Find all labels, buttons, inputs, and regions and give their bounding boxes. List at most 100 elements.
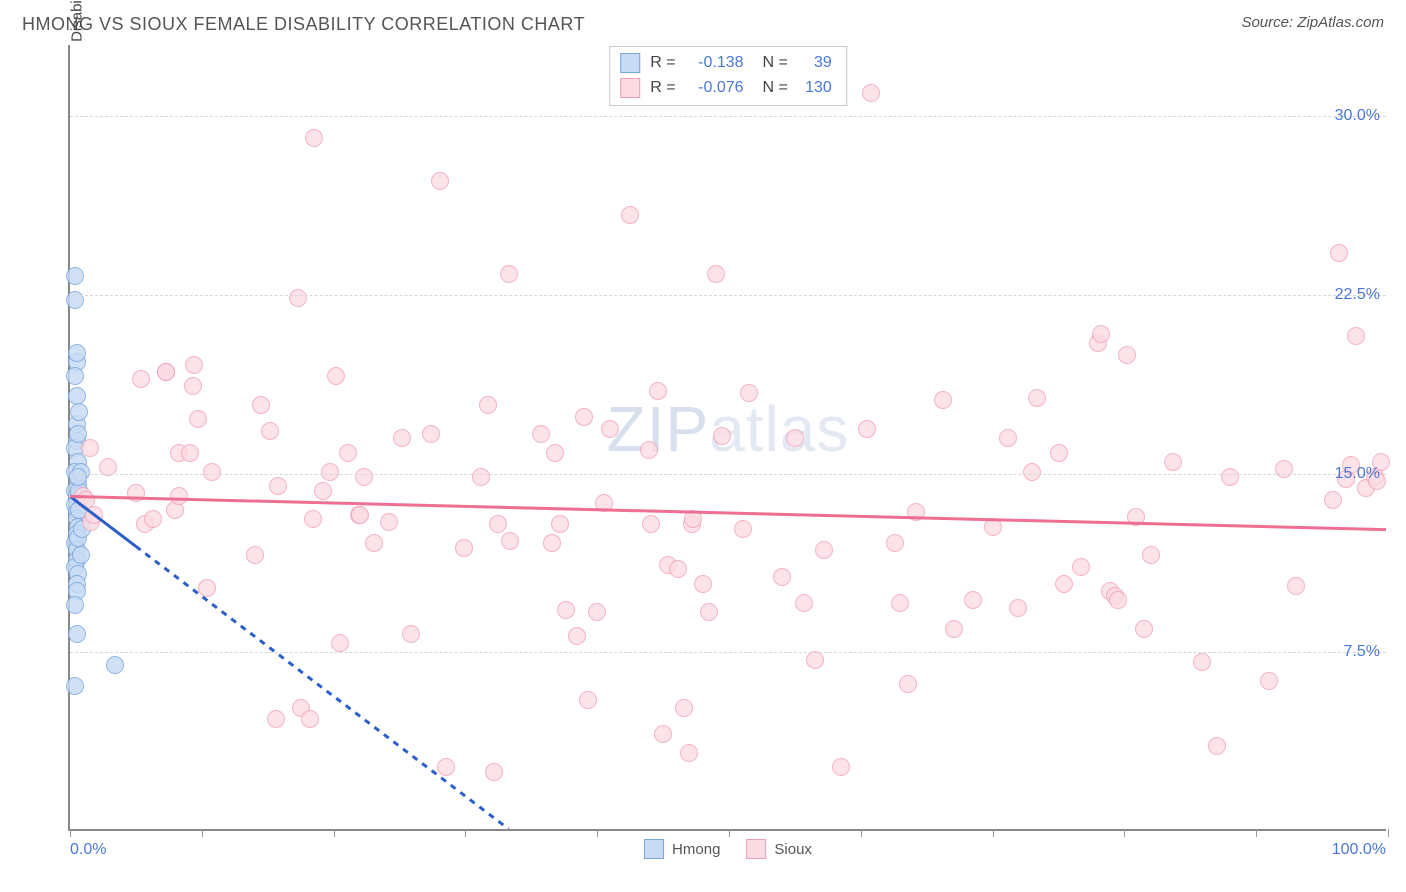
stat-n-key: N = xyxy=(754,51,788,76)
grid-line xyxy=(70,474,1386,475)
legend-swatch xyxy=(620,53,640,73)
data-point xyxy=(700,603,718,621)
data-point xyxy=(795,594,813,612)
stat-n-value: 130 xyxy=(798,76,832,101)
data-point xyxy=(964,591,982,609)
data-point xyxy=(472,468,490,486)
data-point xyxy=(642,515,660,533)
data-point xyxy=(815,541,833,559)
data-point xyxy=(1260,672,1278,690)
data-point xyxy=(68,344,86,362)
x-tick xyxy=(202,829,203,837)
data-point xyxy=(899,675,917,693)
legend-swatch xyxy=(644,839,664,859)
data-point xyxy=(185,356,203,374)
data-point xyxy=(621,206,639,224)
stat-r-value: -0.076 xyxy=(686,76,744,101)
data-point xyxy=(669,560,687,578)
legend-item: Sioux xyxy=(746,839,812,859)
data-point xyxy=(984,518,1002,536)
data-point xyxy=(579,691,597,709)
data-point xyxy=(355,468,373,486)
legend-label: Hmong xyxy=(672,841,720,858)
data-point xyxy=(304,510,322,528)
x-axis-max-label: 100.0% xyxy=(1332,841,1386,859)
grid-line xyxy=(70,295,1386,296)
data-point xyxy=(479,396,497,414)
data-point xyxy=(181,444,199,462)
data-point xyxy=(1023,463,1041,481)
data-point xyxy=(327,367,345,385)
data-point xyxy=(261,422,279,440)
data-point xyxy=(773,568,791,586)
trend-line xyxy=(136,546,509,829)
chart-title: HMONG VS SIOUX FEMALE DISABILITY CORRELA… xyxy=(22,14,585,35)
data-point xyxy=(501,532,519,550)
data-point xyxy=(832,758,850,776)
data-point xyxy=(246,546,264,564)
chart-header: HMONG VS SIOUX FEMALE DISABILITY CORRELA… xyxy=(8,8,1398,39)
data-point xyxy=(66,596,84,614)
data-point xyxy=(675,699,693,717)
data-point xyxy=(1109,591,1127,609)
data-point xyxy=(132,370,150,388)
data-point xyxy=(806,651,824,669)
data-point xyxy=(321,463,339,481)
data-point xyxy=(66,267,84,285)
series-legend: Hmong Sioux xyxy=(644,839,812,859)
data-point xyxy=(314,482,332,500)
data-point xyxy=(858,420,876,438)
y-tick-label: 30.0% xyxy=(1335,107,1380,125)
data-point xyxy=(437,758,455,776)
data-point xyxy=(640,441,658,459)
data-point xyxy=(1072,558,1090,576)
data-point xyxy=(734,520,752,538)
data-point xyxy=(740,384,758,402)
y-tick-label: 7.5% xyxy=(1344,643,1380,661)
data-point xyxy=(945,620,963,638)
data-point xyxy=(1118,346,1136,364)
data-point xyxy=(198,579,216,597)
x-axis-min-label: 0.0% xyxy=(70,841,106,859)
data-point xyxy=(601,420,619,438)
data-point xyxy=(707,265,725,283)
data-point xyxy=(66,367,84,385)
x-tick xyxy=(334,829,335,837)
data-point xyxy=(144,510,162,528)
data-point xyxy=(713,427,731,445)
data-point xyxy=(351,506,369,524)
grid-line xyxy=(70,116,1386,117)
data-point xyxy=(489,515,507,533)
data-point xyxy=(595,494,613,512)
data-point xyxy=(1164,453,1182,471)
x-tick xyxy=(1124,829,1125,837)
data-point xyxy=(1142,546,1160,564)
data-point xyxy=(81,439,99,457)
data-point xyxy=(1208,737,1226,755)
data-point xyxy=(339,444,357,462)
stat-r-value: -0.138 xyxy=(686,51,744,76)
data-point xyxy=(1330,244,1348,262)
data-point xyxy=(862,84,880,102)
data-point xyxy=(66,291,84,309)
data-point xyxy=(1028,389,1046,407)
y-tick-label: 22.5% xyxy=(1335,286,1380,304)
data-point xyxy=(1193,653,1211,671)
data-point xyxy=(575,408,593,426)
data-point xyxy=(184,377,202,395)
data-point xyxy=(1135,620,1153,638)
data-point xyxy=(455,539,473,557)
data-point xyxy=(269,477,287,495)
legend-swatch xyxy=(620,78,640,98)
data-point xyxy=(267,710,285,728)
data-point xyxy=(999,429,1017,447)
data-point xyxy=(649,382,667,400)
data-point xyxy=(70,403,88,421)
data-point xyxy=(66,677,84,695)
data-point xyxy=(485,763,503,781)
data-point xyxy=(568,627,586,645)
data-point xyxy=(1050,444,1068,462)
data-point xyxy=(588,603,606,621)
data-point xyxy=(365,534,383,552)
x-tick xyxy=(729,829,730,837)
